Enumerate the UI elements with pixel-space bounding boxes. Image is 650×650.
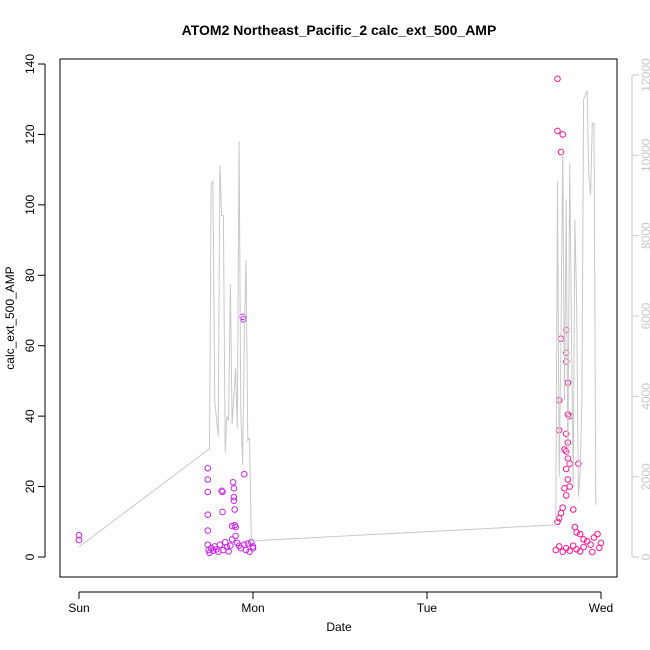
data-point <box>232 523 239 531</box>
data-point <box>590 534 598 541</box>
series-layer <box>75 75 605 557</box>
y-tick-label-right: 4000 <box>639 383 650 410</box>
y-tick-label-right: 12000 <box>639 58 650 92</box>
y-tick-label-left: 0 <box>23 553 37 560</box>
y-tick-label-left: 60 <box>23 339 37 353</box>
x-tick-label: Mon <box>241 601 264 615</box>
data-point <box>204 476 212 483</box>
data-point <box>580 543 587 551</box>
data-point <box>249 544 257 552</box>
y-tick-label-left: 80 <box>23 268 37 282</box>
data-point <box>244 540 252 547</box>
data-point <box>204 465 212 472</box>
data-point <box>569 506 577 513</box>
y-tick-label-right: 2000 <box>639 463 650 490</box>
data-point <box>562 430 570 438</box>
data-point <box>554 518 561 526</box>
y-tick-label-right: 6000 <box>639 302 650 329</box>
data-point <box>216 541 224 549</box>
data-point <box>576 530 584 538</box>
plot-frame <box>59 58 618 578</box>
data-point <box>232 532 239 540</box>
data-point <box>589 548 596 556</box>
data-point <box>562 492 570 499</box>
data-point <box>227 542 234 550</box>
data-point <box>559 504 567 512</box>
data-point <box>576 548 584 555</box>
y-tick-label-left: 40 <box>23 409 37 423</box>
y-tick-label-left: 140 <box>23 54 37 74</box>
data-point <box>241 470 248 478</box>
y-axis-label: calc_ext_500_AMP <box>3 266 17 369</box>
data-point <box>573 529 580 536</box>
data-point <box>564 476 572 483</box>
data-point <box>230 485 238 492</box>
data-point <box>204 488 212 496</box>
data-point <box>557 148 565 156</box>
data-point <box>219 508 226 516</box>
data-point <box>204 527 212 534</box>
data-point <box>559 131 567 138</box>
data-point <box>552 546 560 554</box>
data-point <box>75 531 83 539</box>
data-point <box>583 537 591 545</box>
data-point <box>241 541 248 549</box>
data-point <box>249 543 257 550</box>
data-point <box>75 536 83 544</box>
data-point <box>229 479 237 486</box>
x-tick-label: Sun <box>68 601 89 615</box>
data-point <box>219 488 226 496</box>
data-point <box>557 509 565 517</box>
data-point <box>204 541 212 549</box>
data-point <box>554 127 561 135</box>
data-point <box>231 506 238 513</box>
data-point <box>569 542 577 550</box>
y-tick-label-right: 0 <box>639 553 650 560</box>
data-point <box>230 493 238 501</box>
x-tick-label: Tue <box>417 601 438 615</box>
data-point <box>587 541 594 549</box>
data-point <box>573 546 580 553</box>
data-point <box>562 465 570 473</box>
data-point <box>246 548 253 556</box>
data-point <box>571 523 579 531</box>
data-point <box>580 536 587 543</box>
data-point <box>555 515 563 522</box>
x-axis-label: Date <box>326 620 352 634</box>
data-point <box>230 497 238 505</box>
data-point <box>562 448 570 455</box>
x-tick-label: Wed <box>589 601 613 615</box>
data-point <box>228 536 236 543</box>
series-line-path <box>78 90 597 548</box>
data-point <box>594 530 601 538</box>
data-point <box>596 544 603 552</box>
data-point <box>228 522 236 530</box>
data-point <box>555 543 563 550</box>
y-axis-left: 0 20 40 60 80 100 120 140 <box>23 54 46 560</box>
y-tick-label-right: 10000 <box>639 138 650 172</box>
data-point <box>554 75 561 83</box>
y-tick-label-left: 100 <box>23 195 37 215</box>
x-axis: Sun Mon Tue Wed <box>68 591 613 615</box>
y-tick-label-right: 8000 <box>639 222 650 249</box>
y-axis-right: 0 2000 4000 6000 8000 10000 12000 <box>631 58 650 560</box>
data-point <box>218 487 225 495</box>
chart-title: ATOM2 Northeast_Pacific_2 calc_ext_500_A… <box>182 22 497 38</box>
data-point <box>566 547 574 555</box>
data-point <box>242 546 250 554</box>
data-point <box>559 548 567 556</box>
y-tick-label-left: 20 <box>23 480 37 494</box>
y-tick-label-left: 120 <box>23 124 37 144</box>
data-point <box>225 548 232 555</box>
data-point <box>204 511 212 519</box>
data-point <box>223 543 231 551</box>
data-point <box>561 485 568 492</box>
